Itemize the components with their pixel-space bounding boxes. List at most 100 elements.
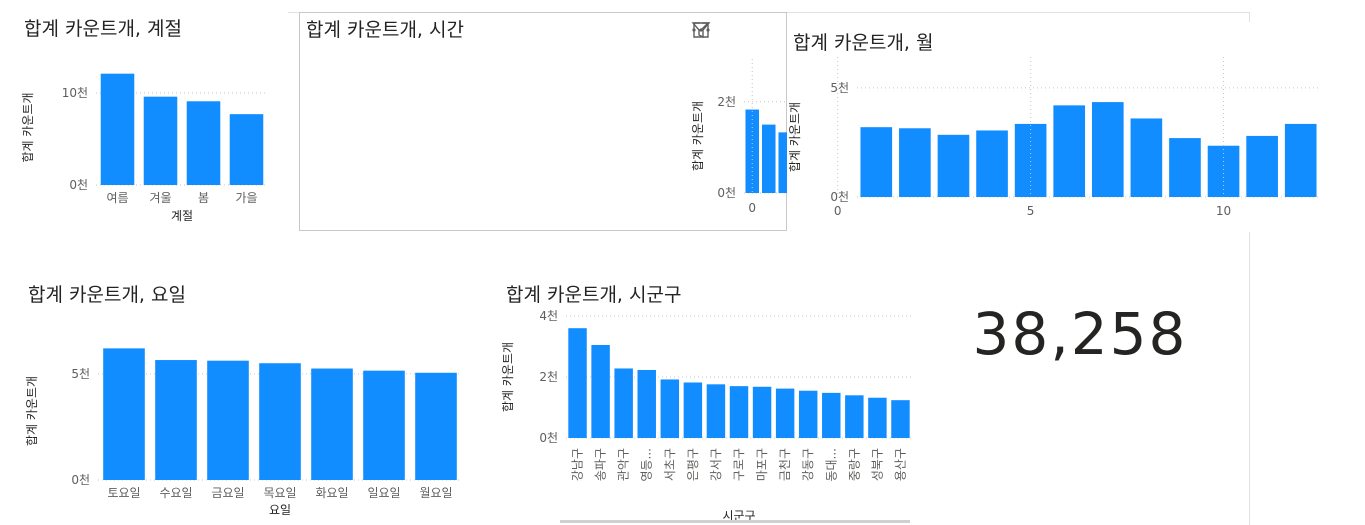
bar <box>729 386 749 438</box>
bar <box>103 348 145 480</box>
y-tick-label: 0천 <box>71 472 90 487</box>
x-tick-label: 5 <box>1027 204 1035 218</box>
x-tick-label: 금천구 <box>777 448 792 481</box>
y-tick-label: 2천 <box>717 94 736 109</box>
bar <box>186 101 221 185</box>
bar <box>937 134 970 197</box>
x-tick-label: 서초구 <box>663 448 677 481</box>
x-tick-label: 마포구 <box>755 448 769 481</box>
y-tick-label: 5천 <box>71 366 90 381</box>
card-value: 38,258 <box>972 300 1188 368</box>
bar <box>1130 118 1163 197</box>
bar <box>591 344 610 438</box>
x-tick-label: 토요일 <box>107 486 140 500</box>
chart-title: 합계 카운트개, 요일 <box>28 284 186 306</box>
x-axis-title: 시군구 <box>722 509 755 523</box>
x-tick-label: 강남구 <box>571 448 585 481</box>
x-tick-label: 10 <box>1216 204 1231 218</box>
x-tick-label: 일요일 <box>367 486 400 500</box>
bar <box>155 360 197 480</box>
x-tick-label: 구로구 <box>732 448 746 481</box>
bar <box>1014 123 1047 197</box>
chart-title: 합계 카운트개, 시군구 <box>506 284 682 306</box>
bar <box>660 379 680 438</box>
y-tick-label: 4천 <box>539 308 558 323</box>
more-options-icon[interactable] <box>692 19 780 41</box>
y-tick-label: 5천 <box>830 80 849 95</box>
y-tick-label: 0천 <box>717 185 736 200</box>
bar <box>706 384 726 438</box>
x-tick-label: 영등... <box>640 448 654 482</box>
y-axis-title: 합계 카운트개 <box>691 101 705 171</box>
horizontal-scrollbar[interactable] <box>560 520 910 523</box>
bar <box>775 388 795 438</box>
bar <box>1169 138 1201 197</box>
bar <box>798 390 818 438</box>
bar <box>229 114 264 185</box>
bar <box>761 124 776 193</box>
bar <box>860 127 893 197</box>
x-tick-label: 동대... <box>824 448 838 482</box>
bar <box>614 368 633 438</box>
chart-district[interactable]: 합계 카운트개, 시군구 0천 2천 4천 합계 카운트개 시군구 강남구 송파구 관악구 영등… <box>500 272 920 525</box>
y-tick-label: 0천 <box>830 189 849 204</box>
x-tick-label: 봄 <box>198 191 209 205</box>
x-tick-label: 0 <box>748 201 756 215</box>
x-tick-label: 관악구 <box>617 448 631 481</box>
chart-title: 합계 카운트개, 시간 <box>306 19 464 41</box>
x-tick-label: 용산구 <box>893 448 907 481</box>
chart-title: 합계 카운트개, 월 <box>793 32 934 54</box>
y-axis-title: 합계 카운트개 <box>21 92 35 162</box>
chart-title: 합계 카운트개, 계절 <box>24 18 182 40</box>
y-tick-label: 0천 <box>69 177 88 192</box>
x-tick-label: 화요일 <box>315 486 348 500</box>
y-axis-title: 합계 카운트개 <box>501 342 515 412</box>
bar <box>311 368 353 480</box>
x-tick-label: 0 <box>834 204 842 218</box>
bar <box>683 382 703 438</box>
y-tick-label: 0천 <box>539 430 558 445</box>
x-tick-label: 겨울 <box>149 191 171 205</box>
bar <box>363 370 405 480</box>
x-axis-title: 요일 <box>269 503 291 517</box>
y-tick-label: 10천 <box>62 85 88 100</box>
x-tick-label: 송파구 <box>594 448 608 481</box>
bar <box>899 128 931 197</box>
x-tick-label: 성북구 <box>870 448 884 481</box>
bar <box>1284 123 1317 197</box>
bar <box>207 360 249 480</box>
bar <box>845 395 864 438</box>
bar <box>1091 102 1124 197</box>
bar <box>259 363 301 480</box>
x-tick-label: 가을 <box>235 191 257 205</box>
x-tick-label: 수요일 <box>159 486 192 500</box>
y-axis-title: 합계 카운트개 <box>25 376 39 446</box>
x-tick-label: 여름 <box>106 191 128 205</box>
x-tick-label: 중랑구 <box>847 448 861 481</box>
total-count-card[interactable]: 38,258 <box>930 300 1230 390</box>
bar <box>752 386 772 438</box>
bar <box>822 392 841 438</box>
bar <box>637 369 656 438</box>
x-tick-label: 강동구 <box>801 448 815 481</box>
x-axis-title: 계절 <box>171 209 193 223</box>
y-axis-title: 합계 카운트개 <box>788 102 802 172</box>
x-tick-label: 강서구 <box>709 448 723 481</box>
chart-plot <box>300 13 788 232</box>
x-tick-label: 목요일 <box>263 486 296 500</box>
chart-weekday[interactable]: 합계 카운트개, 요일 0천 5천 합계 카운트개 요일 토요일 수요일 금요일 목요일 화요일… <box>22 272 482 522</box>
bar <box>891 400 910 438</box>
x-tick-label: 은평구 <box>686 448 700 481</box>
bar <box>1246 135 1278 197</box>
bar <box>868 397 887 438</box>
bar <box>415 372 457 480</box>
bar <box>568 328 587 438</box>
bar <box>1053 105 1086 197</box>
